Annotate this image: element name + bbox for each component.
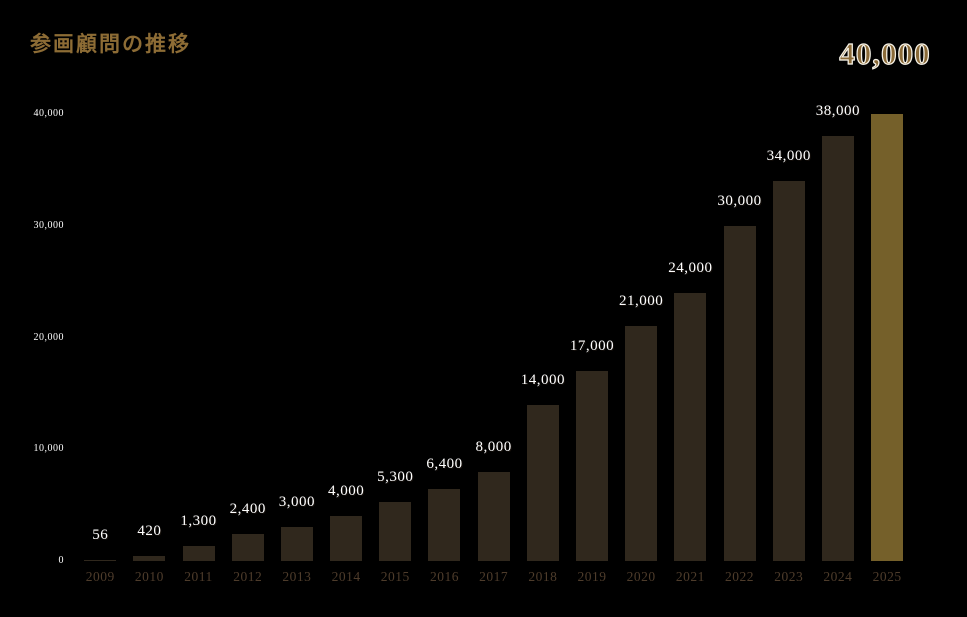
bar-2024 xyxy=(821,136,854,561)
x-axis-label-2024: 2024 xyxy=(823,569,853,584)
x-axis-label-2025: 2025 xyxy=(872,569,902,584)
bar-2010 xyxy=(133,556,166,561)
bar-2013 xyxy=(280,527,313,561)
x-axis-label-2014: 2014 xyxy=(331,569,361,584)
value-label-2014: 4,000 xyxy=(327,483,365,500)
y-axis-tick-label: 10,000 xyxy=(33,443,64,455)
value-label-2013: 3,000 xyxy=(278,494,316,511)
x-axis-label-2018: 2018 xyxy=(528,569,558,584)
bar-2023 xyxy=(772,181,805,561)
value-label-2023: 34,000 xyxy=(766,148,811,165)
value-label-2022: 30,000 xyxy=(717,192,762,209)
bar-2012 xyxy=(231,534,264,561)
y-axis-tick-label: 30,000 xyxy=(33,219,64,231)
x-axis-label-2010: 2010 xyxy=(134,569,164,584)
chart-title: 参画顧問の推移 xyxy=(30,32,191,56)
bar-2009 xyxy=(84,560,117,561)
x-axis-label-2017: 2017 xyxy=(479,569,509,584)
value-label-2019: 17,000 xyxy=(569,338,615,355)
bar-2016 xyxy=(428,489,461,561)
y-axis-tick-label: 0 xyxy=(58,555,64,566)
value-label-2018: 14,000 xyxy=(520,371,565,388)
value-label-2009: 56 xyxy=(92,527,109,544)
bar-2017 xyxy=(477,471,510,561)
bar-2025 xyxy=(871,114,904,561)
y-axis-tick-label: 20,000 xyxy=(33,331,64,343)
value-label-2020: 21,000 xyxy=(619,293,664,310)
bar-2022 xyxy=(723,225,756,561)
x-axis-label-2013: 2013 xyxy=(282,569,312,584)
bar-2014 xyxy=(330,516,363,561)
x-axis-label-2015: 2015 xyxy=(380,569,410,584)
x-axis-label-2011: 2011 xyxy=(184,569,213,584)
bar-2021 xyxy=(674,292,707,561)
value-label-2017: 8,000 xyxy=(475,438,512,455)
bar-2018 xyxy=(526,404,559,561)
x-axis-label-2012: 2012 xyxy=(233,569,263,584)
x-axis-label-2020: 2020 xyxy=(626,569,656,584)
y-axis-tick-label: 40,000 xyxy=(33,108,64,119)
x-axis-label-2022: 2022 xyxy=(725,569,755,584)
value-label-2012: 2,400 xyxy=(229,501,266,518)
value-label-2011: 1,300 xyxy=(180,513,217,530)
value-label-2016: 6,400 xyxy=(426,456,463,473)
bar-2019 xyxy=(576,371,608,561)
bar-2011 xyxy=(182,546,215,561)
x-axis-label-2016: 2016 xyxy=(429,569,459,584)
x-axis-label-2019: 2019 xyxy=(577,569,607,584)
value-label-2015: 5,300 xyxy=(377,468,414,485)
value-label-2021: 24,000 xyxy=(668,259,713,276)
bar-2015 xyxy=(379,501,412,561)
bar-2020 xyxy=(625,326,658,561)
x-axis-label-2009: 2009 xyxy=(85,569,115,584)
value-label-2010: 420 xyxy=(137,523,162,540)
value-label-2024: 38,000 xyxy=(815,103,861,120)
x-axis-label-2023: 2023 xyxy=(774,569,804,584)
highlight-value-label: 40,000 xyxy=(839,35,931,71)
x-axis-label-2021: 2021 xyxy=(675,569,705,584)
